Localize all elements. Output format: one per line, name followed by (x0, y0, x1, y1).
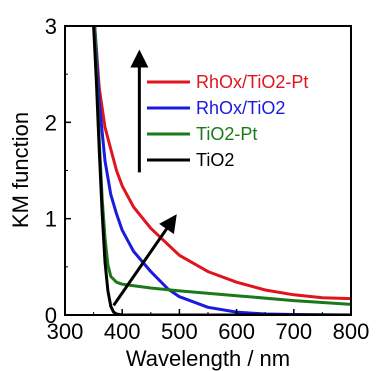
x-tick-label: 600 (218, 319, 255, 344)
annotation-arrow-1 (112, 214, 177, 307)
y-axis-ticks: 0 1 2 3 (45, 14, 71, 328)
x-tick-label: 700 (275, 319, 312, 344)
legend-label-1: RhOx/TiO2 (196, 98, 285, 118)
x-tick-label: 800 (333, 319, 370, 344)
annotation-arrows (112, 49, 177, 307)
y-tick-label: 3 (45, 14, 57, 39)
x-axis-label: Wavelength / nm (126, 346, 290, 371)
y-axis-label: KM function (8, 112, 33, 228)
series-line-3 (92, 26, 351, 315)
series-line-1 (93, 26, 351, 315)
plot-lines (92, 26, 351, 315)
legend: RhOx/TiO2-Pt RhOx/TiO2 TiO2-Pt TiO2 (147, 72, 308, 170)
legend-label-2: TiO2-Pt (196, 124, 257, 144)
y-tick-label: 0 (45, 303, 57, 328)
x-tick-label: 500 (161, 319, 198, 344)
legend-label-0: RhOx/TiO2-Pt (196, 72, 308, 92)
legend-label-3: TiO2 (196, 150, 234, 170)
x-tick-label: 300 (47, 319, 84, 344)
series-line-0 (93, 26, 351, 301)
x-tick-label: 400 (104, 319, 141, 344)
y-tick-label: 1 (45, 207, 57, 232)
x-axis-ticks: 300 400 500 600 700 800 (47, 309, 370, 344)
y-tick-label: 2 (45, 110, 57, 135)
